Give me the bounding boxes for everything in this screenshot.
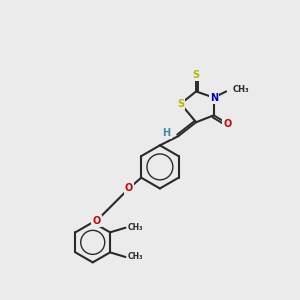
Text: H: H [163,128,171,138]
Text: O: O [125,184,133,194]
Text: CH₃: CH₃ [128,223,143,232]
Text: S: S [193,70,200,80]
Text: CH₃: CH₃ [128,253,143,262]
Text: O: O [224,119,232,129]
Text: CH₃: CH₃ [232,85,249,94]
Text: S: S [177,99,184,109]
Text: O: O [92,216,101,226]
Text: N: N [210,93,218,103]
